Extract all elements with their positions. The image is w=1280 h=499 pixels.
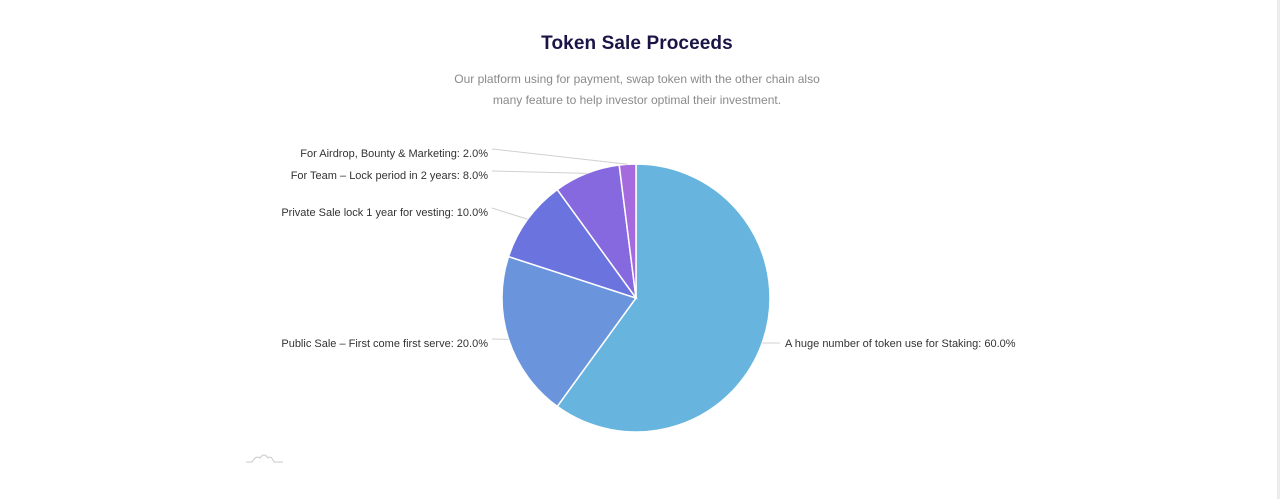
slice-label-2: Private Sale lock 1 year for vesting: 10…: [281, 207, 488, 219]
slice-label-1: Public Sale – First come first serve: 20…: [281, 338, 488, 350]
slice-label-3: For Team – Lock period in 2 years: 8.0%: [291, 170, 489, 182]
leader-line-2: [491, 207, 528, 220]
leader-line-4: [491, 148, 628, 165]
pie-slice-1[interactable]: [501, 255, 638, 408]
section-title: Token Sale Proceeds: [541, 33, 733, 54]
section-subtitle: Our platform using for payment, swap tok…: [0, 69, 1274, 111]
subtitle-line-1: Our platform using for payment, swap tok…: [454, 72, 820, 86]
chart-watermark-icon: [246, 454, 283, 463]
pie-slice-0[interactable]: [556, 163, 771, 433]
pie-labels: A huge number of token use for Staking: …: [281, 148, 1015, 350]
page-right-border: [1277, 0, 1280, 499]
slice-label-4: For Airdrop, Bounty & Marketing: 2.0%: [300, 148, 488, 160]
pie-slices: [501, 163, 771, 433]
pie-slice-2[interactable]: [507, 188, 638, 300]
leader-line-3: [491, 170, 587, 174]
pie-leader-lines: [491, 148, 780, 344]
subtitle-line-2: many feature to help investor optimal th…: [492, 93, 782, 107]
slice-label-0: A huge number of token use for Staking: …: [785, 338, 1016, 350]
